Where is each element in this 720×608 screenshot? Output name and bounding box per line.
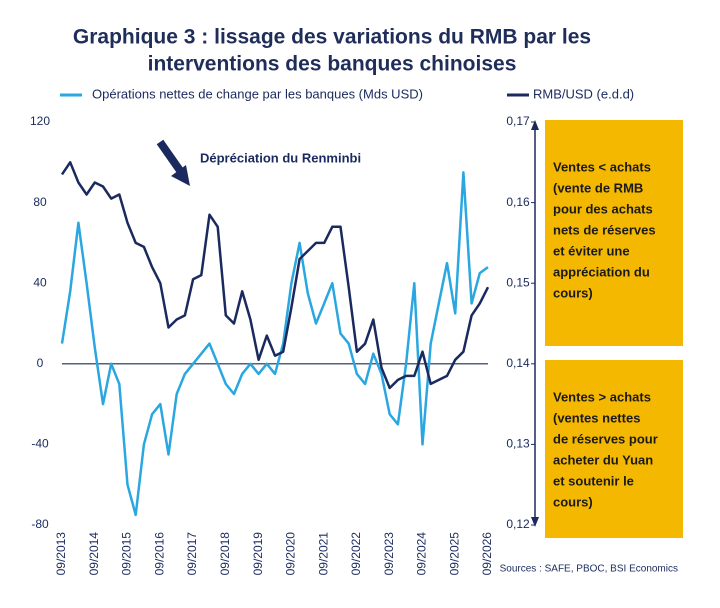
y-tick-label: 0 xyxy=(37,356,44,370)
x-tick-label: 09/2016 xyxy=(152,532,166,576)
x-tick-label: 09/2017 xyxy=(185,532,199,576)
x-tick-label: 09/2021 xyxy=(316,532,330,576)
box-text: appréciation du xyxy=(553,264,650,279)
box-text: et soutenir le xyxy=(553,473,634,488)
y2-tick-label: 0,15 xyxy=(506,275,530,289)
y2-tick-label: 0,12 xyxy=(506,517,530,531)
x-tick-label: 09/2024 xyxy=(415,532,429,576)
y2-tick-label: 0,13 xyxy=(506,437,530,451)
chart-title: Graphique 3 : lissage des variations du … xyxy=(73,26,591,49)
x-tick-label: 09/2014 xyxy=(87,532,101,576)
series-line xyxy=(60,171,489,517)
x-tick-label: 09/2013 xyxy=(54,532,68,576)
x-tick-label: 09/2023 xyxy=(382,532,396,576)
legend-label: RMB/USD (e.d.d) xyxy=(533,86,634,101)
source: Sources : SAFE, PBOC, BSI Economics xyxy=(500,564,678,575)
box-text: (ventes nettes xyxy=(553,410,640,425)
x-tick-label: 09/2018 xyxy=(218,532,232,576)
y-tick-label: -80 xyxy=(31,517,49,531)
annotation-arrow xyxy=(171,165,190,186)
chart-title: interventions des banques chinoises xyxy=(148,53,517,76)
box-text: nets de réserves xyxy=(553,222,656,237)
y2-tick-label: 0,16 xyxy=(506,195,530,209)
box-text: de réserves pour xyxy=(553,431,658,446)
y-tick-label: -40 xyxy=(31,437,49,451)
box-text: cours) xyxy=(553,494,593,509)
x-tick-label: 09/2022 xyxy=(349,532,363,576)
box-text: cours) xyxy=(553,285,593,300)
series-line xyxy=(60,161,490,390)
x-tick-label: 09/2026 xyxy=(480,532,494,576)
y-tick-label: 40 xyxy=(33,275,47,289)
box-text: pour des achats xyxy=(553,201,653,216)
x-tick-label: 09/2025 xyxy=(447,532,461,576)
y-tick-label: 120 xyxy=(30,114,50,128)
y-tick-label: 80 xyxy=(33,195,47,209)
arrow-head xyxy=(531,120,539,130)
box-text: Ventes < achats xyxy=(553,159,651,174)
box-text: et éviter une xyxy=(553,243,630,258)
box-text: (vente de RMB xyxy=(553,180,643,195)
y2-tick-label: 0,17 xyxy=(506,114,530,128)
box-text: acheter du Yuan xyxy=(553,452,653,467)
annotation-box xyxy=(545,120,683,346)
y2-tick-label: 0,14 xyxy=(506,356,530,370)
annotation-arrow xyxy=(156,139,185,175)
arrow-head xyxy=(531,517,539,527)
annotation-box xyxy=(545,360,683,538)
box-text: Ventes > achats xyxy=(553,389,651,404)
annotation: Dépréciation du Renminbi xyxy=(200,150,361,165)
x-tick-label: 09/2015 xyxy=(120,532,134,576)
x-tick-label: 09/2019 xyxy=(251,532,265,576)
x-tick-label: 09/2020 xyxy=(284,532,298,576)
legend-label: Opérations nettes de change par les banq… xyxy=(92,86,423,101)
